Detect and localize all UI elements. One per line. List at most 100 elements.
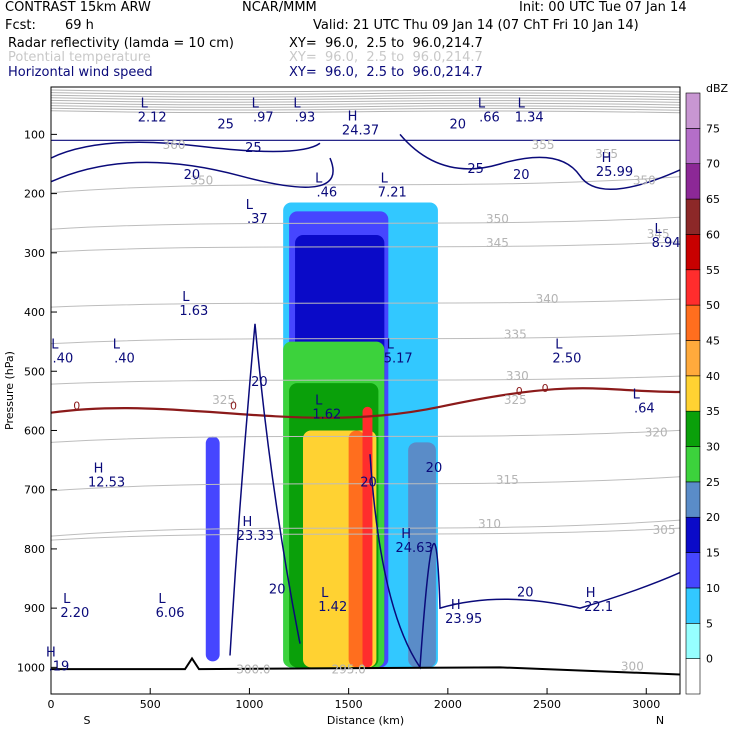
colorbar-swatch-14 bbox=[685, 163, 701, 200]
reflectivity-cell-6 bbox=[348, 430, 365, 668]
extremum-value-23: 1.42 bbox=[318, 600, 347, 615]
isotach-line bbox=[51, 157, 334, 188]
reflectivity-cell-7 bbox=[362, 406, 373, 668]
colorbar-level-7: 35 bbox=[706, 405, 720, 418]
theta-label-8: 340 bbox=[536, 292, 559, 306]
y-tick-label: 700 bbox=[24, 484, 45, 497]
colorbar-swatch-11 bbox=[685, 269, 701, 306]
extremum-value-0: 2.12 bbox=[138, 110, 167, 125]
theta-label-9: 335 bbox=[504, 328, 527, 342]
isotherm-label-3: 0 bbox=[542, 382, 549, 395]
isotach-label-5: 20 bbox=[513, 168, 530, 183]
extremum-type-14: L bbox=[387, 337, 395, 352]
plot-frame bbox=[50, 86, 681, 695]
x-tick-label: 1000 bbox=[235, 698, 263, 711]
zero-isotherm bbox=[51, 387, 680, 419]
theta-contour-top bbox=[51, 92, 680, 96]
extremum-value-10: 8.94 bbox=[652, 236, 681, 251]
isotherm-label-2: 0 bbox=[516, 385, 523, 398]
extremum-value-18: 12.53 bbox=[88, 476, 125, 491]
isotach-line bbox=[229, 323, 301, 656]
colorbar-level-11: 55 bbox=[706, 264, 720, 277]
theta-contour-top bbox=[51, 99, 680, 103]
extremum-value-1: .97 bbox=[253, 110, 274, 125]
colorbar-swatch-7 bbox=[685, 410, 701, 447]
y-tick-label: 400 bbox=[24, 306, 45, 319]
isotach-line bbox=[399, 133, 680, 191]
colorbar-level-8: 40 bbox=[706, 370, 720, 383]
colorbar-level-10: 50 bbox=[706, 299, 720, 312]
colorbar-swatch-5 bbox=[685, 481, 701, 518]
extremum-value-11: 1.63 bbox=[179, 304, 208, 319]
colorbar-level-6: 30 bbox=[706, 441, 720, 454]
colorbar-level-2: 10 bbox=[706, 582, 720, 595]
isotach-label-6: 20 bbox=[251, 375, 268, 390]
theta-contour-line bbox=[51, 176, 680, 194]
isotach-line bbox=[51, 141, 321, 159]
extremum-type-16: L bbox=[315, 394, 323, 409]
extremum-value-24: 23.95 bbox=[445, 612, 482, 627]
colorbar-level-13: 65 bbox=[706, 193, 720, 206]
colorbar-swatch-10 bbox=[685, 304, 701, 341]
theta-contour-line bbox=[51, 476, 680, 492]
field-xy-theta: XY= 96.0, 2.5 to 96.0,214.7 bbox=[289, 50, 483, 65]
theta-contour-top bbox=[51, 110, 680, 114]
field-name-wind: Horizontal wind speed bbox=[8, 65, 153, 80]
extremum-type-11: L bbox=[182, 290, 190, 305]
extremum-type-21: L bbox=[63, 592, 71, 607]
extremum-type-20: H bbox=[401, 527, 411, 542]
extremum-type-10: L bbox=[654, 222, 662, 237]
valid-time: Valid: 21 UTC Thu 09 Jan 14 (07 ChT Fri … bbox=[313, 18, 639, 33]
theta-contour-top bbox=[51, 94, 680, 98]
extremum-value-4: 1.34 bbox=[515, 110, 544, 125]
extremum-value-22: 6.06 bbox=[156, 606, 185, 621]
theta-contour-line bbox=[51, 527, 680, 541]
isotach-label-10: 20 bbox=[517, 585, 534, 600]
y-tick-label: 200 bbox=[24, 188, 45, 201]
theta-contour-line bbox=[51, 241, 680, 253]
extremum-value-2: .93 bbox=[295, 110, 316, 125]
colorbar-swatch-4 bbox=[685, 516, 701, 553]
model-name: CONTRAST 15km ARW bbox=[5, 0, 151, 15]
extremum-value-6: 25.99 bbox=[596, 165, 633, 180]
colorbar-level-0: 0 bbox=[706, 653, 713, 666]
extremum-type-22: L bbox=[158, 592, 166, 607]
x-axis-right-end: N bbox=[656, 714, 664, 727]
theta-label-18: 300.0 bbox=[236, 662, 270, 676]
extremum-value-8: 7.21 bbox=[378, 186, 407, 201]
reflectivity-cell-9 bbox=[408, 442, 436, 668]
extremum-type-13: L bbox=[113, 337, 121, 352]
colorbar-swatch-8 bbox=[685, 375, 701, 412]
isotach-label-4: 25 bbox=[467, 162, 484, 177]
theta-label-4: 350 bbox=[633, 174, 656, 188]
y-tick-label: 1000 bbox=[17, 661, 45, 674]
extremum-type-12: L bbox=[51, 337, 59, 352]
theta-label-11: 325 bbox=[212, 393, 235, 407]
x-tick-label: 0 bbox=[48, 698, 55, 711]
y-tick-label: 800 bbox=[24, 543, 45, 556]
extremum-value-13: .40 bbox=[114, 351, 135, 366]
colorbar-swatch-3 bbox=[685, 552, 701, 589]
theta-contour-top bbox=[51, 105, 680, 109]
theta-label-12: 325 bbox=[504, 393, 527, 407]
colorbar-swatch-9 bbox=[685, 340, 701, 377]
isotach-label-9: 20 bbox=[269, 582, 286, 597]
theta-label-19: 295.0 bbox=[331, 662, 365, 676]
y-tick-label: 300 bbox=[24, 247, 45, 260]
theta-label-2: 355 bbox=[595, 147, 618, 161]
colorbar-swatch-0 bbox=[685, 658, 701, 695]
extremum-value-17: .64 bbox=[634, 402, 655, 417]
extremum-value-15: 2.50 bbox=[552, 351, 581, 366]
theta-contour-line bbox=[51, 375, 680, 385]
theta-contour-top bbox=[51, 102, 680, 106]
x-tick-label: 1500 bbox=[335, 698, 363, 711]
theta-contour-line bbox=[51, 216, 680, 230]
extremum-value-19: 23.33 bbox=[237, 529, 274, 544]
forecast-hour: 69 h bbox=[65, 18, 94, 33]
theta-label-3: 350 bbox=[190, 174, 213, 188]
y-tick-label: 100 bbox=[24, 128, 45, 141]
extremum-type-7: L bbox=[315, 172, 323, 187]
theta-contour-line bbox=[51, 519, 680, 537]
extremum-value-21: 2.20 bbox=[60, 606, 89, 621]
